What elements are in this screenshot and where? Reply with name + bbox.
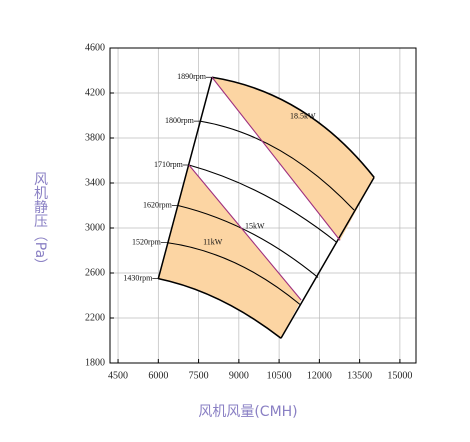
y-tick-label: 3400: [85, 177, 105, 188]
y-tick-label: 2600: [85, 267, 105, 278]
curve-label: 1800rpm: [165, 116, 195, 125]
x-tick-label: 12000: [307, 370, 332, 381]
y-tick-label: 3800: [85, 132, 105, 143]
rpm-curve: [199, 120, 355, 211]
x-tick-label: 4500: [108, 370, 128, 381]
plot-frame: [109, 47, 417, 364]
curve-label: 1620rpm: [143, 200, 173, 209]
curve-label: 1430rpm: [123, 273, 153, 282]
rpm-curve: [158, 277, 282, 339]
curve-label: 1890rpm: [177, 72, 207, 81]
curve-label: 18.5kW: [290, 112, 316, 121]
y-axis-title: 风机静压（Pa）: [32, 172, 48, 272]
x-tick-label: 10500: [267, 370, 292, 381]
curve-label: 1520rpm: [132, 237, 162, 246]
x-tick-label: 7500: [189, 370, 209, 381]
rpm-curve: [211, 76, 375, 178]
envelope-edge: [280, 176, 375, 339]
power-line: [211, 76, 341, 241]
y-tick-label: 2200: [85, 312, 105, 323]
x-tick-label: 15000: [387, 370, 412, 381]
y-tick-label: 3000: [85, 222, 105, 233]
power-line: [188, 164, 302, 301]
x-tick-label: 13500: [347, 370, 372, 381]
shaded-region: [158, 165, 302, 339]
rpm-curve: [177, 204, 319, 278]
envelope-edge: [157, 77, 213, 279]
curve-label: 15kW: [245, 221, 265, 230]
y-tick-label: 1800: [85, 357, 105, 368]
x-axis-title: 风机风量(CMH): [198, 404, 297, 420]
x-tick-label: 6000: [148, 370, 168, 381]
rpm-curve: [188, 164, 338, 244]
y-tick-label: 4600: [85, 42, 105, 53]
y-tick-label: 4200: [85, 87, 105, 98]
curve-label: 1710rpm: [154, 160, 184, 169]
x-tick-label: 9000: [229, 370, 249, 381]
annotation: 11kW: [203, 238, 223, 247]
rpm-curve: [166, 242, 301, 305]
